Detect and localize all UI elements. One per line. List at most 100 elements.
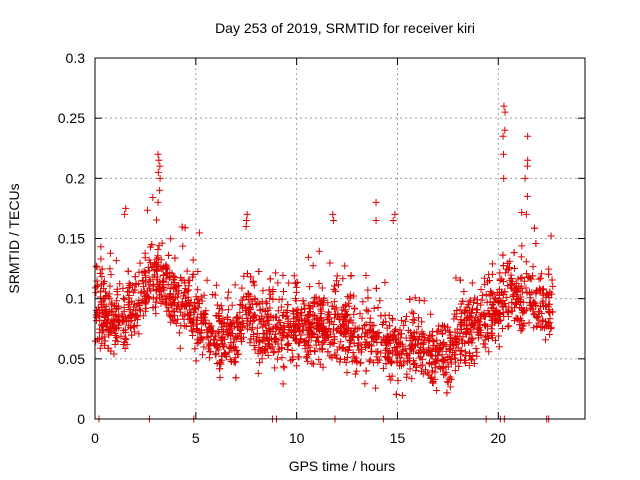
data-point	[205, 339, 213, 347]
data-point	[455, 362, 463, 370]
data-point	[224, 330, 232, 338]
data-point	[362, 272, 370, 280]
data-point	[403, 370, 411, 378]
data-point	[411, 341, 419, 349]
data-point	[224, 294, 232, 302]
data-point	[530, 324, 538, 332]
data-point	[192, 357, 200, 365]
data-point	[512, 279, 520, 287]
data-point	[272, 313, 280, 321]
data-point	[406, 342, 414, 350]
data-point	[265, 340, 273, 348]
data-point	[250, 330, 258, 338]
data-point	[156, 174, 164, 182]
data-point	[262, 334, 270, 342]
data-point	[364, 294, 372, 302]
data-point	[301, 345, 309, 353]
data-point	[244, 315, 252, 323]
data-point	[180, 322, 188, 330]
data-point	[174, 315, 182, 323]
data-point	[318, 317, 326, 325]
data-point	[291, 327, 299, 335]
data-point	[527, 304, 535, 312]
data-point	[371, 332, 379, 340]
data-point	[444, 378, 452, 386]
data-point	[183, 287, 191, 295]
data-point	[470, 298, 478, 306]
data-point	[265, 335, 273, 343]
data-point	[396, 362, 404, 370]
data-point	[222, 322, 230, 330]
data-point	[99, 323, 107, 331]
data-point	[306, 327, 314, 335]
data-point	[119, 294, 127, 302]
data-point	[546, 331, 554, 339]
data-point	[427, 374, 435, 382]
data-point	[353, 367, 361, 375]
data-point	[135, 268, 143, 276]
data-point	[457, 322, 465, 330]
data-point	[332, 287, 340, 295]
data-point	[338, 320, 346, 328]
data-point	[547, 325, 555, 333]
data-point	[261, 346, 269, 354]
data-point	[312, 293, 320, 301]
data-point	[113, 297, 121, 305]
data-point	[149, 194, 157, 202]
data-point	[225, 288, 233, 296]
data-point	[164, 304, 172, 312]
data-point	[132, 280, 140, 288]
data-point	[510, 265, 518, 273]
data-point	[362, 306, 370, 314]
data-point	[317, 297, 325, 305]
data-point	[175, 282, 183, 290]
data-point	[351, 370, 359, 378]
data-point	[546, 309, 554, 317]
data-point	[508, 298, 516, 306]
data-point	[530, 224, 538, 232]
data-point	[128, 331, 136, 339]
data-point	[266, 327, 274, 335]
data-point	[361, 329, 369, 337]
data-point	[355, 333, 363, 341]
data-point	[362, 367, 370, 375]
data-point	[343, 325, 351, 333]
data-point	[304, 253, 312, 261]
data-point	[194, 286, 202, 294]
data-point	[240, 272, 248, 280]
data-point	[141, 254, 149, 262]
data-point	[153, 266, 161, 274]
data-point	[475, 325, 483, 333]
data-point	[119, 284, 127, 292]
data-point	[284, 345, 292, 353]
data-point	[389, 316, 397, 324]
data-point	[548, 276, 556, 284]
data-point	[269, 295, 277, 303]
data-point	[428, 332, 436, 340]
data-point	[372, 384, 380, 392]
data-point	[238, 314, 246, 322]
data-point	[256, 306, 264, 314]
data-point	[200, 291, 208, 299]
data-point	[522, 270, 530, 278]
data-point	[350, 340, 358, 348]
data-point	[501, 126, 509, 134]
data-point	[549, 308, 557, 316]
data-point	[524, 156, 532, 164]
data-point	[301, 338, 309, 346]
data-point	[256, 300, 264, 308]
data-point	[444, 323, 452, 331]
data-point	[136, 259, 144, 267]
data-point	[111, 329, 119, 337]
data-point	[205, 320, 213, 328]
data-point	[263, 300, 271, 308]
data-point	[434, 327, 442, 335]
data-point	[428, 347, 436, 355]
data-point	[276, 329, 284, 337]
data-point	[507, 307, 515, 315]
data-point	[236, 326, 244, 334]
data-point	[411, 294, 419, 302]
data-point	[330, 314, 338, 322]
data-point	[481, 280, 489, 288]
